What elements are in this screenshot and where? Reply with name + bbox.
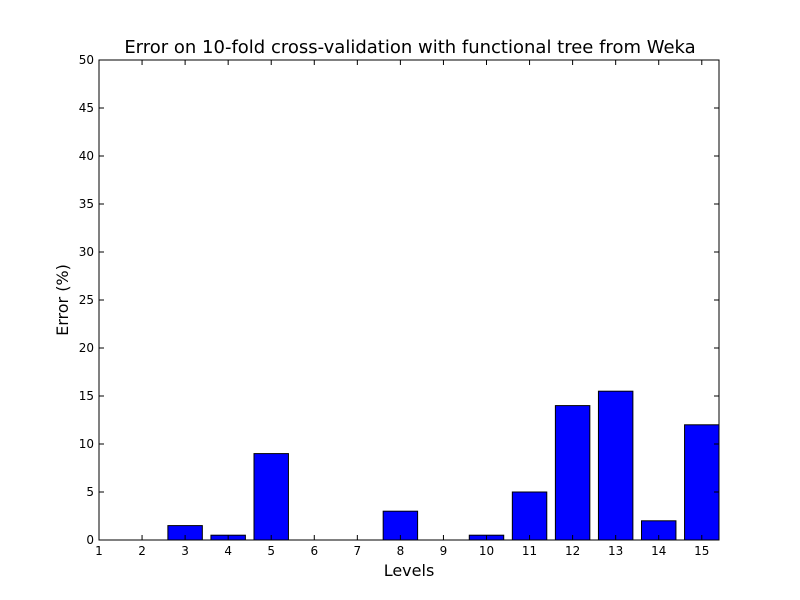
y-tick-label: 50: [79, 53, 94, 67]
x-tick-label: 11: [522, 544, 537, 558]
y-axis-label: Error (%): [53, 264, 72, 336]
bar-level-5: [253, 453, 289, 541]
y-tick-label: 25: [79, 293, 94, 307]
bar-level-13: [597, 390, 634, 541]
x-tick-label: 15: [694, 544, 709, 558]
x-tick-label: 7: [354, 544, 362, 558]
chart-title: Error on 10-fold cross-validation with f…: [124, 37, 695, 58]
x-tick-label: 10: [479, 544, 494, 558]
ticks-group: 1 2 3 4 5 6 7 8 9 10 11 12 13 14 150510152025303540455…: [79, 53, 719, 558]
y-tick-label: 35: [79, 197, 94, 211]
plot-frame: [98, 59, 720, 541]
x-tick-label: 9: [440, 544, 448, 558]
y-tick-label: 10: [79, 437, 94, 451]
x-tick-label: 1: [95, 544, 103, 558]
y-tick-label: 30: [79, 245, 94, 259]
bar-level-15: [684, 424, 720, 541]
bar-level-11: [511, 491, 548, 541]
y-tick-label: 40: [79, 149, 94, 163]
bar-level-12: [554, 405, 591, 541]
bars-group: [167, 390, 720, 541]
x-tick-label: 5: [267, 544, 275, 558]
x-tick-label: 14: [651, 544, 666, 558]
x-tick-label: 4: [224, 544, 232, 558]
x-tick-label: 3: [181, 544, 189, 558]
x-tick-label: 2: [138, 544, 146, 558]
x-axis-label: Levels: [384, 561, 435, 580]
y-tick-label: 15: [79, 389, 94, 403]
x-tick-label: 6: [310, 544, 318, 558]
x-tick-label: 12: [565, 544, 580, 558]
y-tick-label: 5: [86, 485, 94, 499]
y-tick-label: 45: [79, 101, 94, 115]
y-tick-label: 20: [79, 341, 94, 355]
x-tick-label: 13: [608, 544, 623, 558]
x-tick-label: 8: [397, 544, 405, 558]
y-tick-label: 0: [86, 533, 94, 547]
